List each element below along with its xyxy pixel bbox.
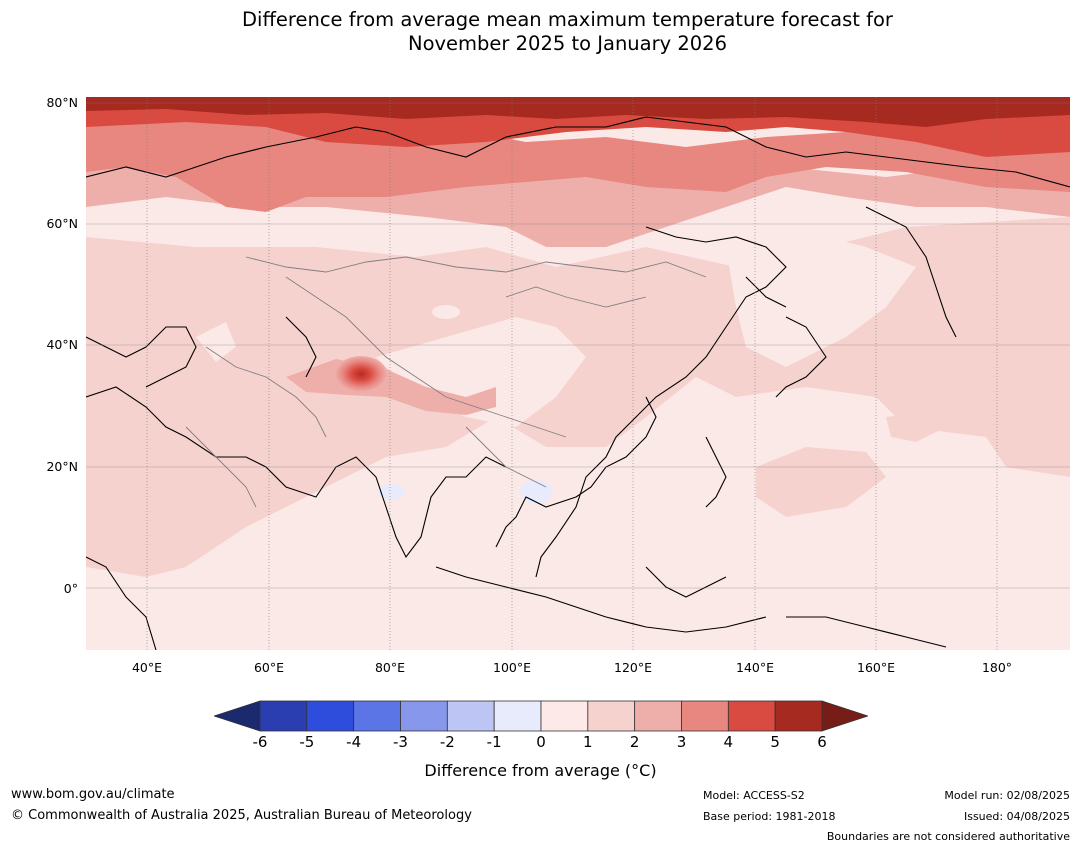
colorbar-segment	[259, 700, 308, 732]
colorbar-tick-label: -2	[439, 733, 455, 751]
colorbar-segment	[587, 700, 636, 732]
colorbar-segment	[634, 700, 682, 732]
issued-text: Issued: 04/08/2025	[963, 810, 1070, 823]
colorbar-tick-label: 5	[770, 733, 780, 751]
colorbar-segment	[493, 700, 542, 732]
chart-title: Difference from average mean maximum tem…	[0, 8, 1081, 56]
lon-label-180: 180°	[981, 660, 1013, 675]
colorbar-tick-label: 4	[723, 733, 734, 751]
colorbar-tick-label: 2	[629, 733, 640, 751]
colorbar-segment	[774, 700, 823, 732]
anomaly-pale-japan	[726, 227, 916, 367]
lon-label-160e: 160°E	[856, 660, 896, 675]
colorbar-tick-label: 3	[676, 733, 687, 751]
colorbar-tick-label: 6	[817, 733, 827, 751]
coastlines	[86, 116, 1070, 650]
map-canvas	[86, 97, 1070, 650]
lat-label-80n: 80°N	[46, 95, 78, 110]
colorbar-tick-label: 0	[536, 733, 546, 751]
colorbar-tick-label: -3	[393, 733, 408, 751]
colorbar-segment	[681, 700, 729, 732]
lon-label-120e: 120°E	[613, 660, 653, 675]
lat-label-0: 0°	[63, 581, 78, 596]
anomaly-patch-philippine-sea	[886, 412, 946, 442]
copyright-text: © Commonwealth of Australia 2025, Austra…	[11, 808, 472, 823]
lon-label-60e: 60°E	[253, 660, 285, 675]
graticule	[86, 97, 1070, 650]
colorbar-tick-label: -6	[252, 733, 268, 751]
title-line-1: Difference from average mean maximum tem…	[242, 8, 893, 31]
colorbar	[214, 700, 868, 732]
title-line-2: November 2025 to January 2026	[408, 32, 727, 55]
website-link[interactable]: www.bom.gov.au/climate	[11, 787, 175, 802]
anomaly-pale-caspian	[196, 322, 236, 362]
colorbar-segment	[446, 700, 495, 732]
model-run-text: Model run: 02/08/2025	[944, 789, 1070, 802]
colorbar-tick-label: -5	[299, 733, 315, 751]
colorbar-segment	[400, 700, 448, 732]
colorbar-tick-label: -1	[486, 733, 502, 751]
colorbar-segment	[540, 700, 589, 732]
forecast-map[interactable]	[86, 97, 1070, 650]
anomaly-hotspot	[335, 356, 387, 392]
colorbar-segment	[727, 700, 776, 732]
lon-label-140e: 140°E	[735, 660, 775, 675]
colorbar-label: Difference from average (°C)	[424, 761, 657, 780]
lon-label-100e: 100°E	[492, 660, 532, 675]
anomaly-patch-pacific	[756, 447, 886, 517]
disclaimer-text: Boundaries are not considered authoritat…	[826, 830, 1070, 843]
base-period-text: Base period: 1981-2018	[703, 810, 836, 823]
anomaly-cool-india	[377, 484, 405, 500]
colorbar-extend-high	[821, 700, 868, 732]
lat-label-40n: 40°N	[46, 337, 78, 352]
colorbar-tick-label: -4	[346, 733, 362, 751]
anomaly-band-5-6	[86, 97, 1070, 127]
colorbar-tick-label: 1	[583, 733, 593, 751]
lat-label-20n: 20°N	[46, 459, 78, 474]
colorbar-segment	[353, 700, 401, 732]
colorbar-extend-low	[214, 700, 261, 732]
lat-label-60n: 60°N	[46, 216, 78, 231]
lon-label-80e: 80°E	[374, 660, 406, 675]
model-text: Model: ACCESS-S2	[703, 789, 805, 802]
colorbar-segment	[306, 700, 355, 732]
lon-label-40e: 40°E	[131, 660, 163, 675]
anomaly-cool-kazakhstan	[432, 305, 460, 319]
